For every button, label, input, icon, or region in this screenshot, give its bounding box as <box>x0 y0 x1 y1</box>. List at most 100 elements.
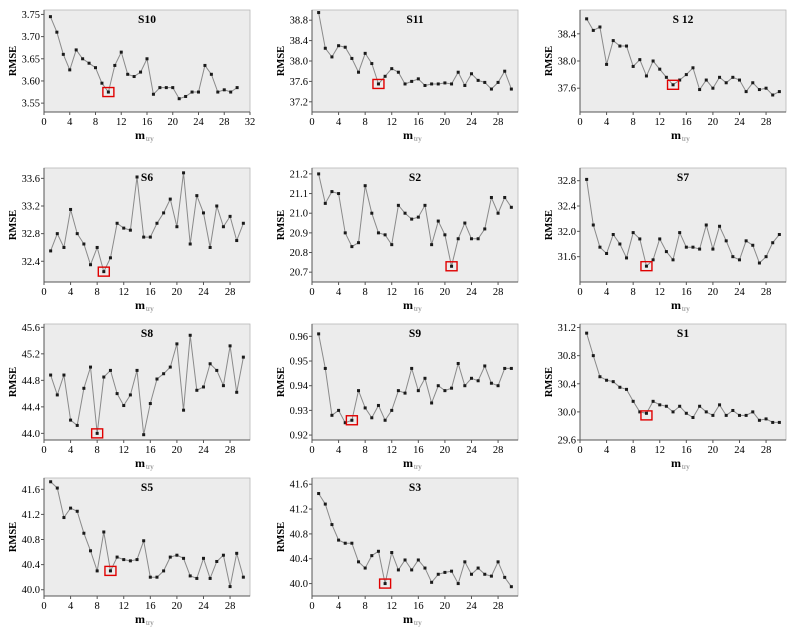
x-tick-label: 20 <box>172 601 183 612</box>
data-point <box>410 79 414 83</box>
x-tick-label: 12 <box>118 601 129 612</box>
data-point <box>631 64 635 68</box>
subplot-title: S10 <box>138 14 156 26</box>
data-point <box>598 375 602 379</box>
y-axis-label: RMSE <box>544 210 555 240</box>
y-tick-label: 41.6 <box>22 485 40 496</box>
data-point <box>503 366 507 370</box>
data-point <box>175 553 179 557</box>
data-point <box>704 410 708 414</box>
y-tick-label: 40.0 <box>22 585 40 596</box>
data-point <box>496 211 500 215</box>
data-point <box>188 242 192 246</box>
y-tick-label: 20.9 <box>290 228 308 239</box>
x-tick-label: 4 <box>604 117 610 128</box>
data-point <box>684 245 688 249</box>
plot-area <box>579 323 787 441</box>
data-point <box>188 574 192 578</box>
x-axis-label-main: m <box>671 456 681 470</box>
data-point <box>436 219 440 223</box>
x-tick-label: 12 <box>118 445 129 456</box>
plot-area <box>311 323 519 441</box>
y-tick-label: 38.4 <box>290 36 309 47</box>
data-point <box>182 408 186 412</box>
data-point <box>430 401 434 405</box>
y-tick-label: 38.0 <box>290 57 308 68</box>
data-point <box>235 390 239 394</box>
data-point <box>317 11 321 15</box>
data-point <box>62 373 66 377</box>
y-tick-label: 0.93 <box>290 406 308 417</box>
data-point <box>638 410 642 414</box>
data-point <box>757 418 761 422</box>
x-tick-label: 16 <box>681 117 692 128</box>
data-point <box>228 214 232 218</box>
data-point <box>135 175 139 179</box>
data-point <box>771 241 775 245</box>
data-point <box>49 249 53 253</box>
data-point <box>337 538 341 542</box>
y-axis-label: RMSE <box>276 46 287 76</box>
data-point <box>229 90 233 94</box>
x-axis-label-sub: try <box>682 463 690 471</box>
x-tick-label: 4 <box>68 445 74 456</box>
data-point <box>317 492 321 496</box>
data-point <box>591 223 595 227</box>
data-point <box>69 207 73 211</box>
data-point <box>450 264 454 268</box>
data-point <box>376 231 380 235</box>
data-point <box>469 376 473 380</box>
x-axis-label-main: m <box>403 298 413 312</box>
data-point <box>148 575 152 579</box>
data-point <box>74 48 78 52</box>
data-point <box>436 384 440 388</box>
y-axis-label: RMSE <box>276 522 287 552</box>
subplot-title: S 12 <box>673 14 694 26</box>
data-point <box>618 44 622 48</box>
data-point <box>343 541 347 545</box>
data-point <box>350 418 354 422</box>
data-point <box>55 232 59 236</box>
data-point <box>724 413 728 417</box>
data-point <box>443 81 447 85</box>
y-tick-label: 40.0 <box>290 579 308 590</box>
data-point <box>476 237 480 241</box>
x-tick-label: 0 <box>577 117 582 128</box>
data-point <box>182 556 186 560</box>
data-point <box>489 195 493 199</box>
x-tick-label: 12 <box>386 287 397 298</box>
min-highlight-box <box>90 428 104 439</box>
x-axis-label-main: m <box>671 128 681 142</box>
data-point <box>122 558 126 562</box>
data-point <box>82 386 86 390</box>
x-tick-label: 8 <box>631 287 636 298</box>
data-point <box>81 57 85 61</box>
y-tick-label: 32.4 <box>22 257 41 268</box>
x-tick-label: 8 <box>93 117 98 128</box>
data-point <box>711 413 715 417</box>
data-point <box>175 342 179 346</box>
data-point <box>148 235 152 239</box>
data-point <box>82 242 86 246</box>
data-point <box>75 509 79 513</box>
x-tick-label: 0 <box>309 287 314 298</box>
data-point <box>126 72 130 76</box>
data-point <box>737 78 741 82</box>
data-point <box>625 256 629 260</box>
data-point <box>585 331 589 335</box>
data-point <box>483 572 487 576</box>
x-tick-label: 4 <box>604 445 610 456</box>
data-point <box>724 239 728 243</box>
data-point <box>724 81 728 85</box>
series-line <box>50 172 244 274</box>
x-tick-label: 8 <box>95 601 100 612</box>
data-point <box>618 385 622 389</box>
min-highlight-box <box>378 578 392 589</box>
data-point <box>416 215 420 219</box>
x-tick-label: 0 <box>41 601 46 612</box>
data-point <box>95 431 99 435</box>
data-point <box>82 531 86 535</box>
data-point <box>718 403 722 407</box>
data-point <box>115 555 119 559</box>
data-point <box>94 66 97 70</box>
